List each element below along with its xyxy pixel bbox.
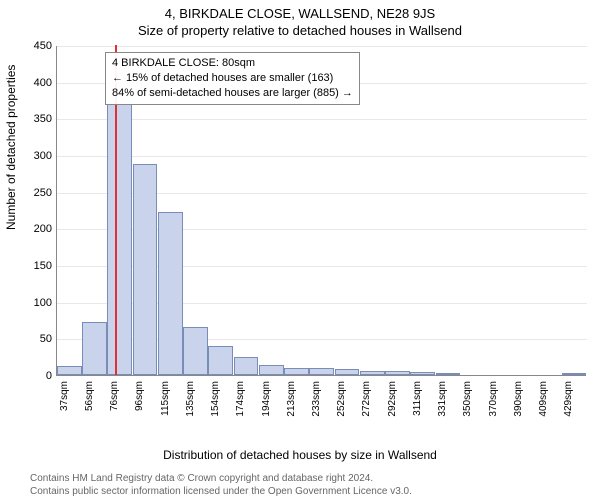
x-tick-label: 194sqm xyxy=(261,381,272,417)
chart-container: 4, BIRKDALE CLOSE, WALLSEND, NE28 9JS Si… xyxy=(0,0,600,500)
x-tick-label: 115sqm xyxy=(160,381,171,416)
address-title: 4, BIRKDALE CLOSE, WALLSEND, NE28 9JS xyxy=(0,0,600,21)
x-axis-label: Distribution of detached houses by size … xyxy=(0,448,600,462)
y-tick-label: 400 xyxy=(12,77,52,89)
y-tick-label: 250 xyxy=(12,187,52,199)
histogram-bar xyxy=(309,368,334,375)
annotation-box: 4 BIRKDALE CLOSE: 80sqm ← 15% of detache… xyxy=(105,52,360,105)
y-tick-label: 50 xyxy=(12,333,52,345)
histogram-bar xyxy=(57,366,82,375)
footer: Contains HM Land Registry data © Crown c… xyxy=(0,472,600,498)
x-tick-label: 37sqm xyxy=(59,381,70,411)
chart-area: 05010015020025030035040045037sqm56sqm76s… xyxy=(56,46,586,416)
x-tick-label: 154sqm xyxy=(210,381,221,417)
histogram-bar xyxy=(284,368,309,375)
x-tick-label: 331sqm xyxy=(437,381,448,417)
annotation-line3: 84% of semi-detached houses are larger (… xyxy=(112,86,353,101)
histogram-bar xyxy=(107,104,132,375)
x-tick-label: 135sqm xyxy=(185,381,196,417)
x-tick-label: 409sqm xyxy=(538,381,549,417)
histogram-bar xyxy=(335,369,360,375)
histogram-bar xyxy=(234,357,259,375)
histogram-bar xyxy=(562,373,587,375)
y-tick-label: 350 xyxy=(12,113,52,125)
gridline xyxy=(57,46,587,47)
x-tick-label: 213sqm xyxy=(286,381,297,417)
histogram-bar xyxy=(82,322,107,375)
y-tick-label: 0 xyxy=(12,370,52,382)
y-tick-label: 100 xyxy=(12,297,52,309)
x-tick-label: 233sqm xyxy=(311,381,322,417)
x-tick-label: 311sqm xyxy=(412,381,423,416)
footer-line1: Contains HM Land Registry data © Crown c… xyxy=(30,472,600,485)
x-tick-label: 56sqm xyxy=(84,381,95,411)
x-tick-label: 429sqm xyxy=(563,381,574,417)
annotation-line1: 4 BIRKDALE CLOSE: 80sqm xyxy=(112,56,353,71)
histogram-bar xyxy=(410,372,435,375)
histogram-bar xyxy=(259,365,284,375)
y-tick-label: 200 xyxy=(12,223,52,235)
histogram-bar xyxy=(183,327,208,375)
histogram-bar xyxy=(360,371,385,375)
histogram-bar xyxy=(208,346,233,375)
annotation-line2: ← 15% of detached houses are smaller (16… xyxy=(112,71,353,86)
plot-area: 05010015020025030035040045037sqm56sqm76s… xyxy=(56,46,586,376)
x-tick-label: 76sqm xyxy=(109,381,120,411)
x-tick-label: 350sqm xyxy=(462,381,473,417)
histogram-bar xyxy=(158,212,183,375)
x-tick-label: 292sqm xyxy=(387,381,398,417)
histogram-bar xyxy=(133,164,158,375)
histogram-bar xyxy=(436,373,461,375)
x-tick-label: 252sqm xyxy=(336,381,347,417)
x-tick-label: 96sqm xyxy=(134,381,145,411)
x-tick-label: 370sqm xyxy=(488,381,499,417)
y-axis-label: Number of detached properties xyxy=(4,65,18,230)
y-tick-label: 450 xyxy=(12,40,52,52)
x-tick-label: 174sqm xyxy=(235,381,246,417)
footer-line2: Contains public sector information licen… xyxy=(30,485,600,498)
x-tick-label: 390sqm xyxy=(513,381,524,417)
chart-subtitle: Size of property relative to detached ho… xyxy=(0,21,600,38)
gridline xyxy=(57,156,587,157)
y-tick-label: 150 xyxy=(12,260,52,272)
histogram-bar xyxy=(385,371,410,375)
gridline xyxy=(57,119,587,120)
y-tick-label: 300 xyxy=(12,150,52,162)
x-tick-label: 272sqm xyxy=(361,381,372,417)
